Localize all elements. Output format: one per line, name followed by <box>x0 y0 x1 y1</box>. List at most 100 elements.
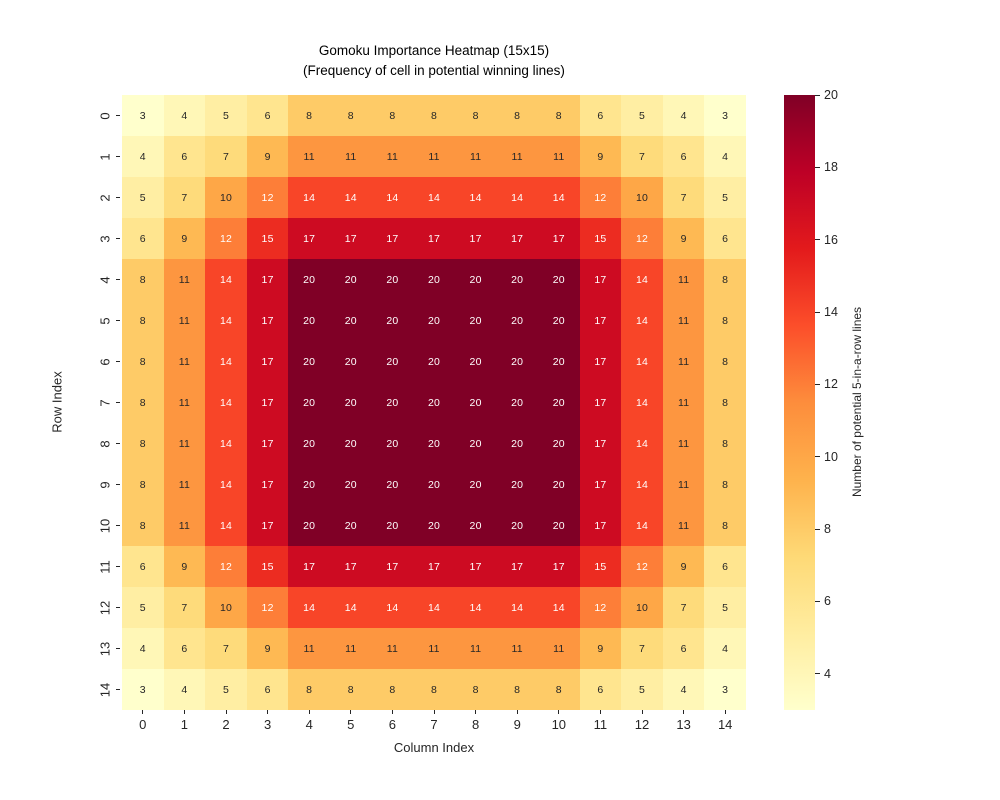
y-tick-mark <box>116 607 120 608</box>
heatmap-cell: 20 <box>288 382 330 423</box>
colorbar-tick-mark <box>815 166 820 168</box>
heatmap-cell: 12 <box>205 546 247 587</box>
heatmap-cell: 11 <box>371 136 414 177</box>
heatmap-cell: 8 <box>122 382 164 423</box>
heatmap-cell: 20 <box>288 341 330 382</box>
heatmap-cell: 20 <box>413 464 455 505</box>
heatmap-cell: 10 <box>205 177 247 218</box>
heatmap-cell: 8 <box>371 669 414 710</box>
heatmap-cell: 17 <box>579 259 622 300</box>
x-tick-label: 1 <box>180 717 188 732</box>
heatmap-cell: 15 <box>579 218 622 259</box>
colorbar-tick-mark <box>815 456 820 458</box>
heatmap-cell: 20 <box>329 505 372 546</box>
heatmap-cell: 8 <box>122 505 164 546</box>
heatmap-cell: 17 <box>454 546 497 587</box>
heatmap-cell: 3 <box>704 95 746 136</box>
heatmap-cell: 11 <box>454 628 497 669</box>
heatmap-cell: 20 <box>537 464 580 505</box>
heatmap-cell: 20 <box>454 382 497 423</box>
heatmap-cell: 11 <box>163 382 206 423</box>
x-tick-mark <box>558 710 560 714</box>
y-tick-mark <box>116 115 120 116</box>
heatmap-cell: 17 <box>537 546 580 587</box>
heatmap-cell: 12 <box>621 218 663 259</box>
heatmap-cell: 3 <box>122 95 164 136</box>
heatmap-cell: 11 <box>662 505 705 546</box>
heatmap-cell: 14 <box>205 259 247 300</box>
heatmap-cell: 20 <box>454 505 497 546</box>
heatmap-cell: 8 <box>496 669 538 710</box>
heatmap-cell: 7 <box>163 177 206 218</box>
heatmap-cell: 11 <box>662 464 705 505</box>
heatmap-cell: 17 <box>371 218 414 259</box>
heatmap-cell: 20 <box>413 505 455 546</box>
x-tick-mark <box>350 710 352 714</box>
heatmap-cell: 17 <box>579 423 622 464</box>
x-tick-mark <box>475 710 477 714</box>
y-tick-mark <box>116 689 120 690</box>
heatmap-cell: 5 <box>205 95 247 136</box>
heatmap-cell: 4 <box>662 669 705 710</box>
x-tick-mark <box>391 710 393 714</box>
heatmap-cell: 20 <box>413 382 455 423</box>
x-tick-mark <box>267 710 269 714</box>
heatmap-cell: 11 <box>163 259 206 300</box>
heatmap-cell: 14 <box>621 423 663 464</box>
heatmap-cell: 14 <box>537 177 580 218</box>
x-tick-mark <box>183 710 185 714</box>
heatmap-cell: 11 <box>163 300 206 341</box>
colorbar-tick-mark <box>815 600 820 602</box>
heatmap-cell: 8 <box>122 259 164 300</box>
heatmap-cell: 11 <box>163 423 206 464</box>
heatmap-cell: 12 <box>579 177 622 218</box>
y-tick-mark <box>116 361 120 362</box>
heatmap-cell: 14 <box>329 177 372 218</box>
heatmap-cell: 17 <box>413 546 455 587</box>
x-tick-label: 7 <box>430 717 438 732</box>
y-tick-mark <box>116 279 120 280</box>
colorbar-label: Number of potential 5-in-a-row lines <box>850 306 864 498</box>
heatmap-cell: 17 <box>329 218 372 259</box>
heatmap-cell: 4 <box>662 95 705 136</box>
colorbar-tick-label: 6 <box>824 594 831 609</box>
heatmap-cell: 20 <box>496 300 538 341</box>
y-tick-mark <box>116 238 120 239</box>
x-tick-mark <box>683 710 685 714</box>
heatmap-cell: 12 <box>205 218 247 259</box>
heatmap-cell: 8 <box>454 95 497 136</box>
y-tick-label: 0 <box>97 111 113 120</box>
heatmap-cell: 7 <box>621 136 663 177</box>
heatmap-cell: 17 <box>579 464 622 505</box>
heatmap-cell: 8 <box>288 669 330 710</box>
heatmap-cell: 8 <box>537 669 580 710</box>
x-tick-label: 6 <box>388 717 396 732</box>
heatmap-cell: 20 <box>537 505 580 546</box>
colorbar-tick-mark <box>815 239 820 241</box>
heatmap-cell: 7 <box>662 177 705 218</box>
chart-title: Gomoku Importance Heatmap (15x15) <box>318 43 550 58</box>
heatmap-cell: 7 <box>163 587 206 628</box>
x-tick-label: 13 <box>676 717 691 732</box>
heatmap-cell: 20 <box>371 423 414 464</box>
heatmap-cell: 17 <box>454 218 497 259</box>
heatmap-cell: 17 <box>246 423 289 464</box>
heatmap-cell: 20 <box>329 423 372 464</box>
heatmap-cell: 8 <box>122 464 164 505</box>
x-tick-label: 0 <box>139 717 147 732</box>
heatmap-cell: 9 <box>246 628 289 669</box>
heatmap-cell: 20 <box>371 341 414 382</box>
heatmap-cell: 11 <box>537 136 580 177</box>
heatmap-cell: 8 <box>704 341 746 382</box>
heatmap-cell: 17 <box>246 300 289 341</box>
heatmap-cell: 8 <box>704 505 746 546</box>
y-tick-mark <box>116 648 120 649</box>
heatmap-cell: 11 <box>329 136 372 177</box>
y-tick-label: 9 <box>97 480 113 489</box>
heatmap-cell: 17 <box>537 218 580 259</box>
heatmap-cell: 5 <box>122 177 164 218</box>
heatmap-cell: 20 <box>454 423 497 464</box>
y-tick-label: 11 <box>97 559 113 574</box>
heatmap-cell: 6 <box>122 218 164 259</box>
